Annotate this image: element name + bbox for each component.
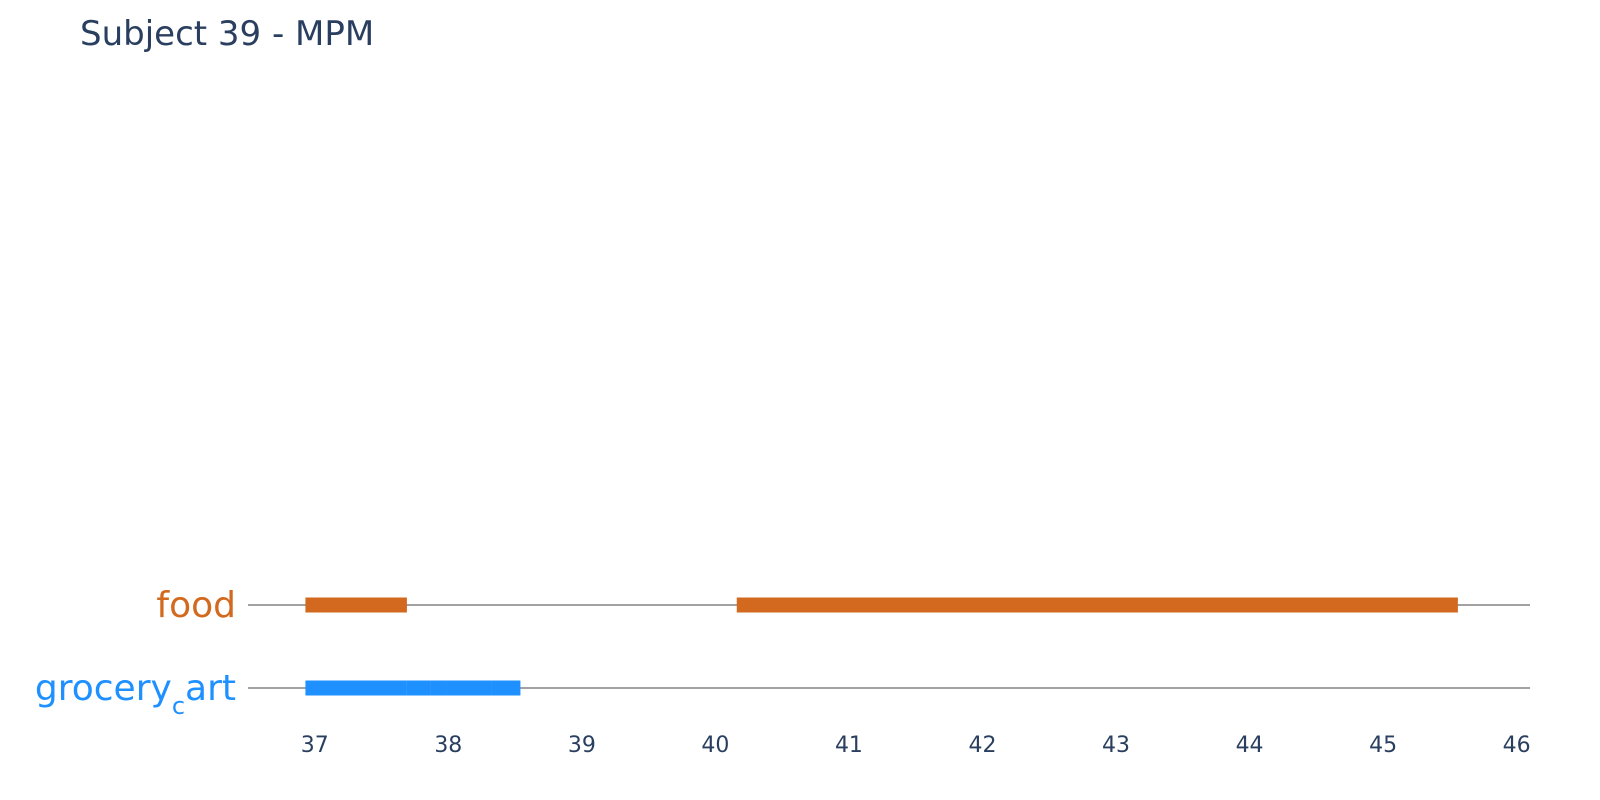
segment-bar [430, 680, 447, 696]
category-label-main: grocery [35, 668, 172, 709]
segment-bar [406, 680, 431, 696]
category-labels: food grocerycart [35, 585, 236, 720]
x-tick-label: 42 [968, 733, 996, 758]
x-tick-label: 46 [1503, 733, 1531, 758]
segment-bar [736, 597, 1458, 613]
category-label-subscript: c [172, 692, 185, 720]
x-tick-label: 45 [1369, 733, 1397, 758]
x-tick-label: 37 [301, 733, 329, 758]
category-label: grocerycart [35, 668, 236, 720]
segment-bar [446, 680, 492, 696]
category-label: food [156, 585, 236, 626]
segment-bar [305, 597, 407, 613]
chart-title: Subject 39 - MPM [80, 14, 375, 54]
segment-bar [491, 680, 521, 696]
x-tick-label: 38 [434, 733, 462, 758]
x-tick-label: 41 [835, 733, 863, 758]
x-tick-labels: 37 38 39 40 41 42 43 44 45 46 [301, 733, 1531, 758]
segment-bar [305, 680, 407, 696]
x-tick-label: 44 [1236, 733, 1264, 758]
x-tick-label: 39 [568, 733, 596, 758]
category-axis-lines [248, 604, 1530, 689]
x-tick-label: 43 [1102, 733, 1130, 758]
x-tick-label: 40 [701, 733, 729, 758]
category-label-tail: art [185, 668, 236, 709]
segment-bars [305, 597, 1458, 696]
